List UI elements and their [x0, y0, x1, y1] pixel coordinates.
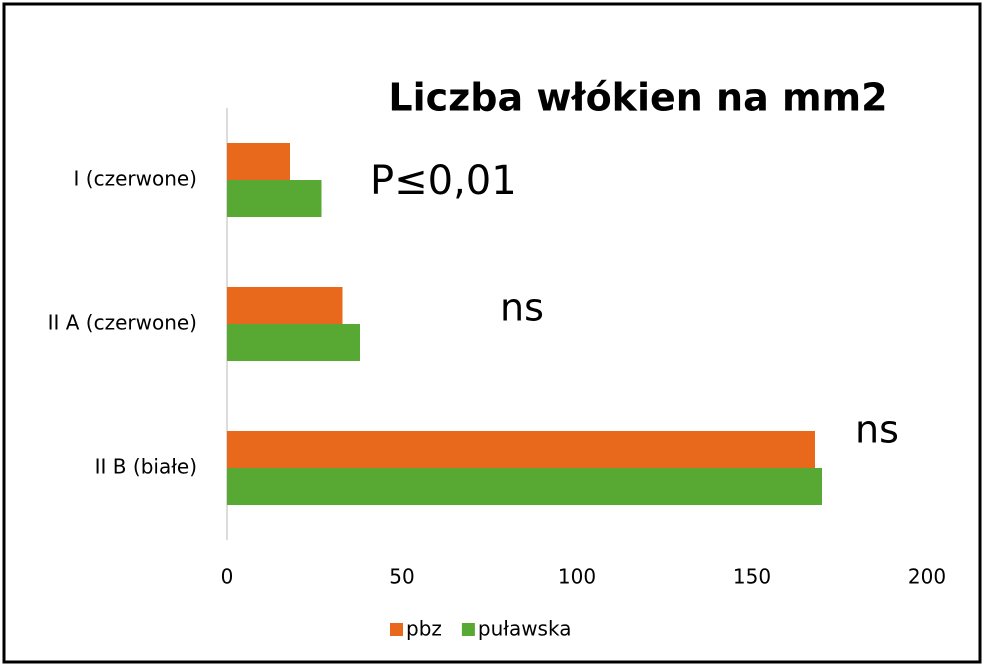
x-tick-label: 200 — [908, 565, 946, 589]
y-tick-label: II B (białe) — [95, 455, 197, 479]
annotation: ns — [855, 408, 899, 452]
chart-title: Liczba włókien na mm2 — [388, 76, 887, 120]
bar — [227, 143, 290, 180]
x-tick-label: 50 — [389, 565, 414, 589]
y-tick-label: I (czerwone) — [74, 167, 197, 191]
x-tick-label: 100 — [558, 565, 596, 589]
legend-label: puławska — [478, 617, 572, 641]
x-tick-label: 150 — [733, 565, 771, 589]
bar — [227, 324, 360, 361]
annotation: P≤0,01 — [370, 158, 517, 204]
legend-swatch — [461, 623, 475, 636]
bar — [227, 468, 822, 505]
bar — [227, 431, 815, 468]
bar — [227, 180, 322, 217]
legend-label: pbz — [406, 617, 442, 641]
bar — [227, 287, 343, 324]
legend-swatch — [390, 623, 403, 636]
annotation: ns — [500, 286, 544, 330]
y-tick-label: II A (czerwone) — [48, 311, 197, 335]
x-tick-label: 0 — [221, 565, 234, 589]
